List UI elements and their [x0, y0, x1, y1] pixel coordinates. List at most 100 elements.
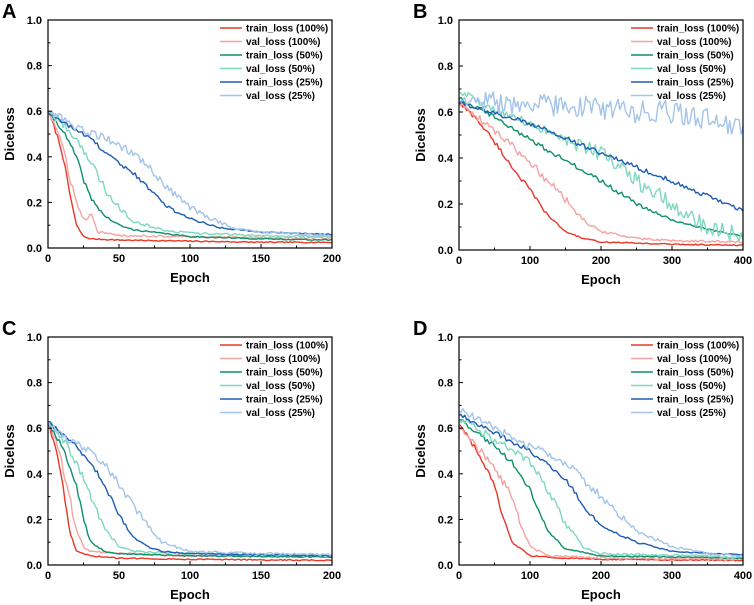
chart-panel-b: B 0.0 0.2 0.4 0.6 0.8 1.0 0 100 200 300 400 Epoch Dic… — [413, 1, 752, 287]
y-tick-label: 0.0 — [27, 560, 42, 572]
series-line-val-25 — [47, 110, 333, 237]
series-line-train-100 — [47, 421, 333, 562]
y-tick-label: 0.6 — [438, 107, 453, 119]
legend: train_loss (100%) val_loss (100%) train_lo… — [220, 24, 328, 102]
series-line-val-25 — [47, 421, 333, 557]
legend-label: val_loss (100%) — [246, 354, 321, 365]
x-tick-label: 150 — [252, 253, 270, 265]
legend-label: train_loss (25%) — [246, 395, 323, 406]
series-group — [47, 110, 333, 244]
x-tick-label: 200 — [592, 570, 610, 582]
x-tick-label: 200 — [323, 253, 341, 265]
y-axis-title: Diceloss — [2, 107, 17, 160]
x-axis-title: Epoch — [170, 587, 210, 602]
x-tick-label: 50 — [113, 570, 125, 582]
series-line-train-50 — [47, 110, 333, 241]
series-line-train-25 — [47, 111, 333, 236]
y-tick-label: 0.2 — [438, 199, 453, 211]
x-axis-title: Epoch — [581, 272, 621, 287]
series-line-train-25 — [458, 413, 744, 556]
series-group — [458, 407, 744, 562]
series-line-val-50 — [458, 419, 744, 559]
x-tick-label: 50 — [113, 253, 125, 265]
y-tick-label: 0.8 — [438, 61, 453, 73]
series-line-train-100 — [47, 111, 333, 244]
legend-label: train_loss (50%) — [657, 368, 734, 379]
x-tick-label: 100 — [521, 255, 539, 267]
panel-label: D — [413, 318, 427, 340]
legend-label: train_loss (100%) — [246, 24, 328, 35]
legend-label: val_loss (25%) — [246, 408, 315, 419]
series-line-train-50 — [458, 418, 744, 560]
series-line-val-25 — [458, 407, 744, 558]
chart-panel-a: A 0.0 0.2 0.4 0.6 0.8 1.0 0 50 100 150 200 Epoch Dice… — [2, 1, 341, 285]
y-tick-label: 0.6 — [438, 423, 453, 435]
y-tick-label: 0.2 — [438, 514, 453, 526]
x-axis-title: Epoch — [170, 270, 210, 285]
panel-label: B — [413, 1, 427, 23]
series-line-val-50 — [47, 422, 332, 558]
series-line-val-100 — [458, 424, 744, 561]
legend-label: train_loss (25%) — [246, 78, 323, 89]
legend-label: train_loss (100%) — [657, 24, 739, 35]
legend: train_loss (100%) val_loss (100%) train_lo… — [631, 24, 739, 102]
x-tick-label: 100 — [181, 570, 199, 582]
y-tick-label: 0.0 — [27, 243, 42, 255]
y-tick-label: 0.4 — [27, 152, 43, 164]
x-tick-label: 0 — [456, 255, 462, 267]
y-tick-label: 1.0 — [27, 15, 42, 27]
legend-label: train_loss (100%) — [246, 341, 328, 352]
series-line-val-50 — [47, 111, 333, 239]
series-group — [47, 420, 333, 562]
y-tick-label: 0.8 — [438, 378, 453, 390]
legend-label: val_loss (50%) — [246, 64, 315, 75]
y-tick-label: 1.0 — [438, 15, 453, 27]
series-line-train-100 — [458, 423, 744, 562]
x-axis-title: Epoch — [581, 587, 621, 602]
legend-label: train_loss (25%) — [657, 395, 734, 406]
series-line-val-100 — [458, 101, 744, 244]
legend-label: val_loss (100%) — [246, 37, 321, 48]
y-tick-label: 0.0 — [438, 560, 453, 572]
legend: train_loss (100%) val_loss (100%) train_lo… — [220, 341, 328, 419]
x-tick-label: 100 — [521, 570, 539, 582]
y-tick-label: 0.8 — [27, 378, 42, 390]
y-tick-label: 0.6 — [27, 106, 42, 118]
legend-label: train_loss (50%) — [246, 51, 323, 62]
y-tick-label: 1.0 — [27, 332, 42, 344]
legend-label: val_loss (50%) — [657, 64, 726, 75]
y-tick-label: 0.4 — [27, 469, 43, 481]
legend-label: train_loss (50%) — [657, 51, 734, 62]
x-tick-label: 0 — [45, 253, 51, 265]
series-line-train-25 — [458, 100, 744, 212]
y-tick-label: 0.8 — [27, 61, 42, 73]
legend-label: train_loss (25%) — [657, 78, 734, 89]
legend-label: val_loss (50%) — [657, 381, 726, 392]
series-line-val-100 — [47, 422, 333, 559]
y-tick-label: 0.2 — [27, 514, 42, 526]
series-line-train-50 — [47, 423, 333, 558]
y-tick-label: 1.0 — [438, 332, 453, 344]
x-tick-label: 300 — [663, 255, 681, 267]
y-tick-label: 0.4 — [438, 153, 454, 165]
x-tick-label: 400 — [734, 255, 752, 267]
series-line-train-100 — [458, 102, 743, 247]
x-tick-label: 400 — [734, 570, 752, 582]
panel-label: A — [2, 1, 16, 23]
panel-label: C — [2, 318, 16, 340]
series-line-train-25 — [47, 420, 333, 557]
series-line-train-50 — [458, 96, 744, 238]
series-group — [458, 91, 744, 247]
legend: train_loss (100%) val_loss (100%) train_lo… — [631, 341, 739, 419]
x-tick-label: 200 — [323, 570, 341, 582]
legend-label: val_loss (25%) — [657, 408, 726, 419]
y-axis-title: Diceloss — [413, 424, 428, 477]
legend-label: val_loss (25%) — [246, 91, 315, 102]
x-tick-label: 0 — [45, 570, 51, 582]
series-line-val-25 — [458, 91, 744, 135]
legend-label: val_loss (100%) — [657, 354, 732, 365]
x-tick-label: 100 — [181, 253, 199, 265]
legend-label: val_loss (100%) — [657, 37, 732, 48]
legend-label: train_loss (50%) — [246, 368, 323, 379]
